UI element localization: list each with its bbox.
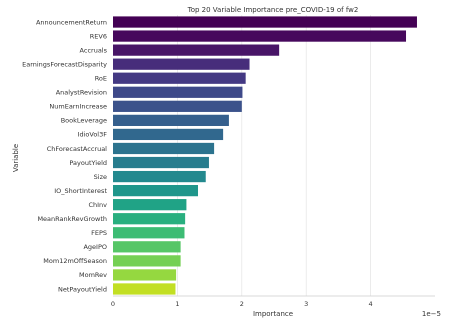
x-tick-label: 3 bbox=[304, 300, 308, 308]
bar bbox=[113, 114, 229, 126]
category-label: Accruals bbox=[80, 46, 108, 54]
category-label: PayoutYield bbox=[69, 159, 107, 167]
bar bbox=[113, 72, 246, 84]
category-label: AgeIPO bbox=[83, 243, 107, 251]
x-tick-label: 1 bbox=[175, 300, 179, 308]
category-label: Mom12mOffSeason bbox=[43, 257, 107, 265]
bar bbox=[113, 156, 209, 169]
category-label: NumEarnIncrease bbox=[49, 103, 107, 111]
x-tick-label: 4 bbox=[369, 300, 373, 308]
category-label: AnnouncementReturn bbox=[36, 18, 107, 26]
category-label: Size bbox=[94, 173, 107, 181]
bars bbox=[113, 16, 417, 295]
category-label: BookLeverage bbox=[61, 117, 107, 125]
category-labels: AnnouncementReturn REV6 Accruals EarningsFo… bbox=[22, 18, 107, 293]
bar bbox=[113, 241, 181, 253]
category-label: IdioVol3F bbox=[78, 131, 108, 139]
bar bbox=[113, 86, 243, 98]
bar bbox=[113, 58, 250, 70]
category-label: EarningsForecastDisparity bbox=[22, 60, 107, 68]
chart-title: Top 20 Variable Importance pre_COVID-19 … bbox=[187, 6, 359, 14]
category-label: ChInv bbox=[88, 201, 107, 209]
bar bbox=[113, 128, 224, 141]
category-label: AnalystRevision bbox=[56, 89, 107, 97]
category-label: RoE bbox=[95, 75, 107, 83]
bar bbox=[113, 44, 280, 56]
bar bbox=[113, 269, 177, 281]
x-tick-label: 2 bbox=[240, 300, 244, 308]
category-label: ChForecastAccrual bbox=[47, 145, 107, 153]
bar bbox=[113, 199, 187, 211]
x-tick-label: 0 bbox=[111, 300, 115, 308]
bar bbox=[113, 185, 199, 197]
category-label: FEPS bbox=[91, 229, 107, 237]
bar bbox=[113, 170, 206, 183]
y-axis-label: Variable bbox=[12, 144, 20, 172]
category-label: MeanRankRevGrowth bbox=[37, 215, 107, 223]
bar bbox=[113, 213, 186, 225]
category-label: NetPayoutYield bbox=[58, 285, 107, 293]
category-label: MomRev bbox=[79, 271, 107, 279]
bar bbox=[113, 30, 407, 42]
grid-lines bbox=[177, 15, 371, 296]
category-label: REV6 bbox=[90, 32, 107, 40]
bar bbox=[113, 142, 215, 155]
bar bbox=[113, 227, 185, 239]
bar bbox=[113, 100, 242, 112]
bar bbox=[113, 255, 181, 267]
x-axis-label: Importance bbox=[253, 310, 293, 318]
category-label: IO_ShortInterest bbox=[54, 187, 107, 195]
x-scale-label: 1e−5 bbox=[422, 310, 441, 318]
bar bbox=[113, 16, 417, 28]
bar bbox=[113, 283, 176, 295]
x-tick-labels: 0 1 2 3 4 bbox=[111, 300, 373, 308]
